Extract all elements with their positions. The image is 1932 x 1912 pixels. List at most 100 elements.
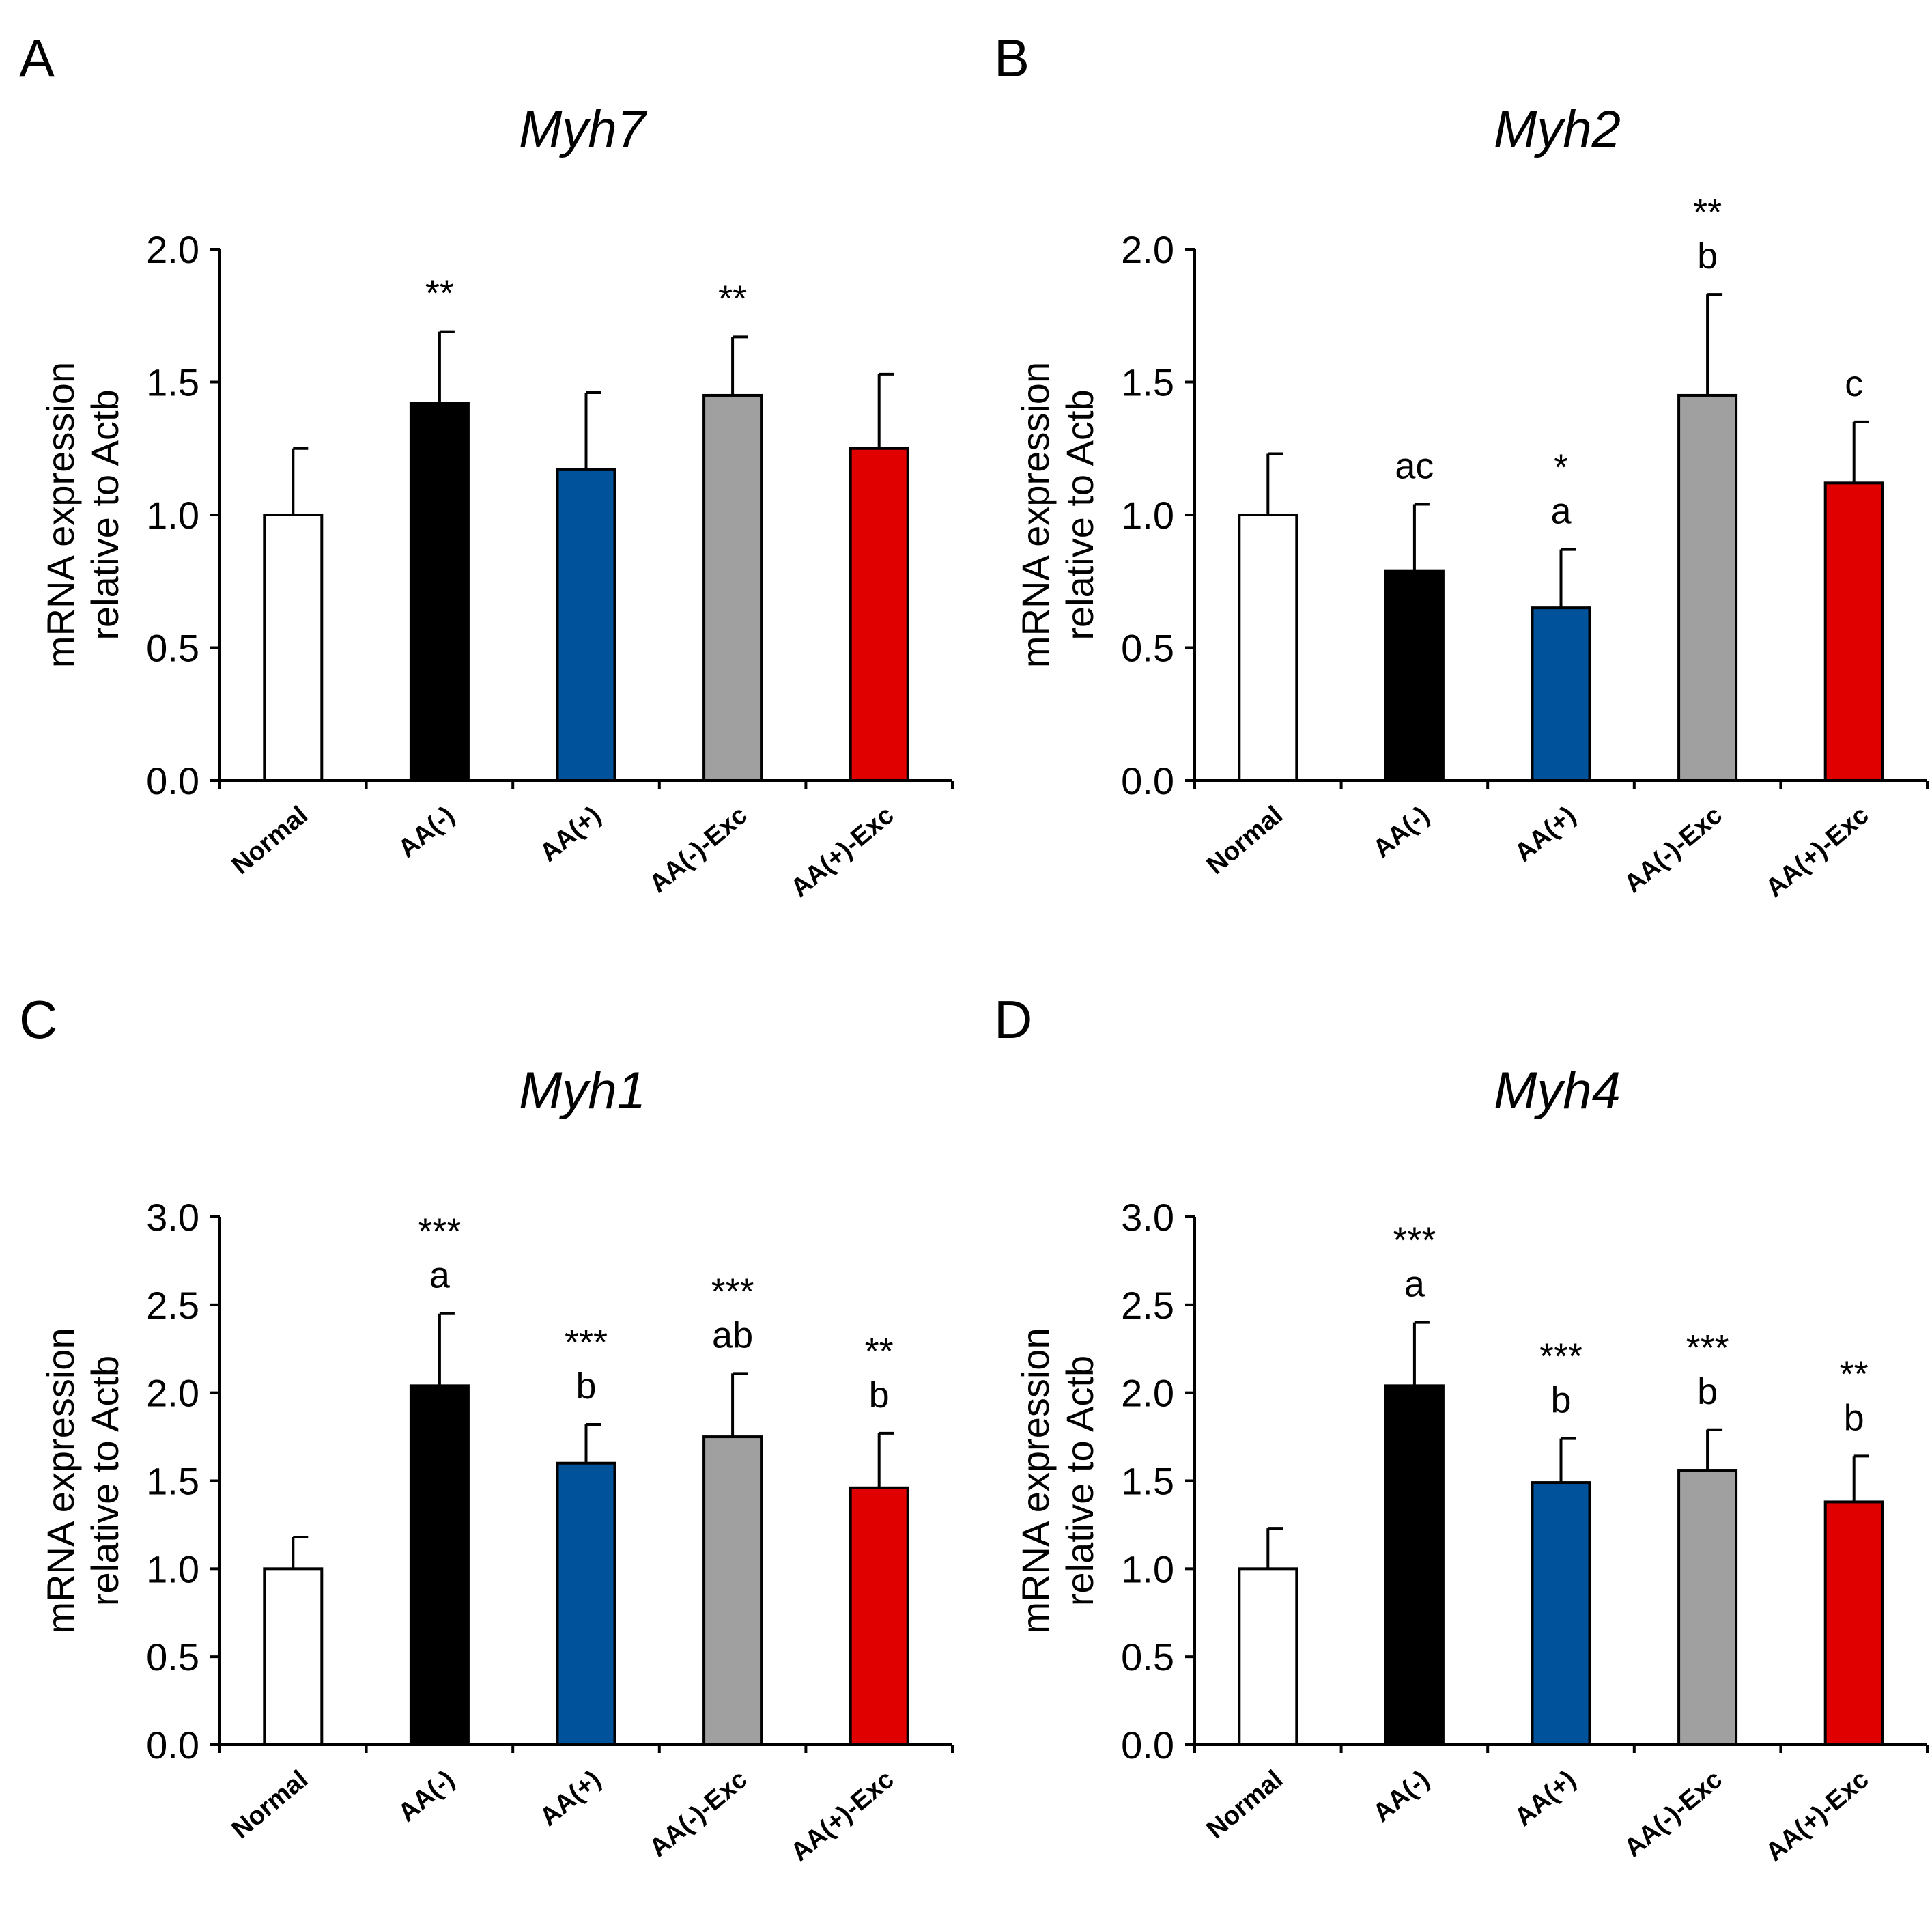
bar <box>1238 514 1298 782</box>
significance-label: ** <box>865 1331 894 1372</box>
significance-label: b <box>869 1375 890 1416</box>
significance-label: *** <box>418 1211 461 1252</box>
x-tick-label: AA(+) <box>1509 1765 1581 1832</box>
significance-label: *** <box>1539 1336 1582 1377</box>
y-axis-label-line-2: relative to Actb <box>1058 389 1101 640</box>
x-tick-label: AA(+) <box>1509 801 1581 868</box>
bar <box>1531 1481 1591 1746</box>
y-tick-label: 3.0 <box>1121 1196 1174 1239</box>
panel-a: A Myh7 mRNA expression relative to Actb 0.0 0… <box>19 28 954 903</box>
panel-letter: A <box>19 28 55 88</box>
bar <box>702 393 763 782</box>
bar <box>1823 481 1884 782</box>
bar <box>263 514 324 782</box>
significance-label: ab <box>712 1314 753 1355</box>
y-tick-label: 0.0 <box>146 1724 199 1767</box>
y-axis-label-line-1: mRNA expression <box>39 1327 82 1633</box>
bar <box>1384 1384 1445 1746</box>
significance-label: a <box>1404 1264 1425 1305</box>
panel-b: B Myh2 mRNA expression relative to Actb 0.0 0… <box>994 28 1929 903</box>
y-axis-label-line-1: mRNA expression <box>1014 362 1057 668</box>
y-axis-label-line-2: relative to Actb <box>83 1355 126 1606</box>
y-tick-label: 1.0 <box>1121 1547 1174 1590</box>
x-tick-label: Normal <box>227 801 313 880</box>
chart-title: Myh7 <box>519 100 648 158</box>
y-tick-label: 2.5 <box>1121 1284 1174 1327</box>
significance-label: * <box>1554 447 1568 488</box>
chart-title: Myh1 <box>519 1062 646 1120</box>
chart-title: Myh2 <box>1494 100 1621 158</box>
y-tick-label: 1.0 <box>146 494 199 537</box>
y-axis-label-line-1: mRNA expression <box>1014 1327 1057 1633</box>
x-tick-label: Normal <box>1202 1765 1288 1844</box>
significance-label: *** <box>1393 1220 1436 1261</box>
y-tick-label: 1.5 <box>1121 361 1174 404</box>
y-tick-label: 1.0 <box>1121 494 1174 537</box>
bar <box>1238 1567 1298 1746</box>
panel-letter: C <box>19 989 57 1050</box>
y-tick-label: 3.0 <box>146 1196 199 1239</box>
y-axis-label-line-2: relative to Actb <box>1058 1355 1101 1606</box>
y-tick-label: 0.5 <box>146 1635 199 1678</box>
y-tick-label: 2.0 <box>146 1372 199 1415</box>
x-tick-label: AA(+)-Exc <box>786 1765 900 1868</box>
bar <box>1677 393 1738 782</box>
y-tick-label: 1.0 <box>146 1547 199 1590</box>
significance-label: *** <box>565 1322 608 1363</box>
y-tick-label: 1.5 <box>146 361 199 404</box>
y-tick-label: 2.5 <box>146 1284 199 1327</box>
x-tick-label: AA(-)-Exc <box>1619 1765 1728 1863</box>
significance-label: b <box>1550 1380 1571 1421</box>
x-tick-label: Normal <box>1202 801 1288 880</box>
x-tick-label: Normal <box>227 1765 313 1844</box>
x-tick-label: AA(-)-Exc <box>644 1765 753 1863</box>
significance-label: c <box>1845 363 1863 404</box>
bar <box>1823 1500 1884 1746</box>
y-tick-label: 0.5 <box>1121 1635 1174 1678</box>
significance-label: b <box>1844 1397 1864 1438</box>
y-tick-label: 0.0 <box>1121 759 1174 802</box>
bar <box>263 1567 324 1746</box>
x-tick-label: AA(+)-Exc <box>1761 801 1875 903</box>
bar <box>556 1461 616 1747</box>
y-tick-label: 2.0 <box>1121 228 1174 271</box>
bar <box>849 1486 909 1746</box>
significance-label: ** <box>425 273 454 314</box>
significance-label: b <box>1697 1371 1718 1412</box>
panel-c: C Myh1 mRNA expression relative to Actb 0.0 0… <box>19 989 954 1868</box>
x-tick-label: AA(-) <box>1368 801 1435 864</box>
x-tick-label: AA(-) <box>393 801 460 864</box>
panel-d: D Myh4 mRNA expression relative to Actb 0.0 0… <box>994 989 1929 1868</box>
bar <box>556 468 616 782</box>
significance-label: *** <box>711 1271 754 1312</box>
bar <box>1384 569 1445 782</box>
bar <box>1677 1469 1738 1747</box>
significance-label: b <box>1697 236 1718 277</box>
x-tick-label: AA(+)-Exc <box>1761 1765 1875 1868</box>
y-axis-label: mRNA expression relative to Actb <box>1014 362 1101 668</box>
panel-letter: B <box>994 28 1029 88</box>
x-tick-label: AA(+) <box>535 1765 606 1832</box>
bar <box>409 1384 470 1746</box>
x-tick-label: AA(+) <box>535 801 606 868</box>
y-tick-label: 2.0 <box>1121 1372 1174 1415</box>
bar <box>702 1435 763 1746</box>
panel-letter: D <box>994 989 1032 1050</box>
significance-label: b <box>576 1366 596 1407</box>
significance-label: ** <box>1840 1353 1869 1394</box>
y-tick-label: 1.5 <box>1121 1460 1174 1503</box>
y-axis-label: mRNA expression relative to Actb <box>39 1327 126 1633</box>
y-tick-label: 0.0 <box>146 759 199 802</box>
y-tick-label: 1.5 <box>146 1460 199 1503</box>
y-tick-label: 0.5 <box>146 627 199 670</box>
y-axis-label-line-2: relative to Actb <box>83 389 126 640</box>
y-axis-label: mRNA expression relative to Actb <box>1014 1327 1101 1633</box>
x-tick-label: AA(-)-Exc <box>644 801 753 899</box>
y-tick-label: 2.0 <box>146 228 199 271</box>
significance-label: *** <box>1686 1327 1729 1368</box>
significance-label: ** <box>1693 192 1722 233</box>
significance-label: ** <box>718 278 747 319</box>
bar <box>409 402 470 782</box>
chart-title: Myh4 <box>1494 1062 1621 1120</box>
